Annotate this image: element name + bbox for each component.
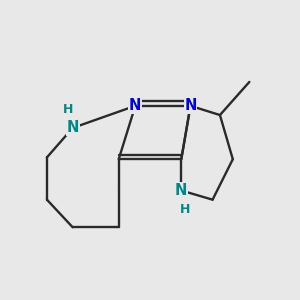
Text: H: H (63, 103, 74, 116)
Text: N: N (67, 120, 79, 135)
Text: N: N (184, 98, 197, 113)
Text: N: N (129, 98, 142, 113)
Text: H: H (180, 203, 190, 216)
Text: N: N (175, 183, 188, 198)
